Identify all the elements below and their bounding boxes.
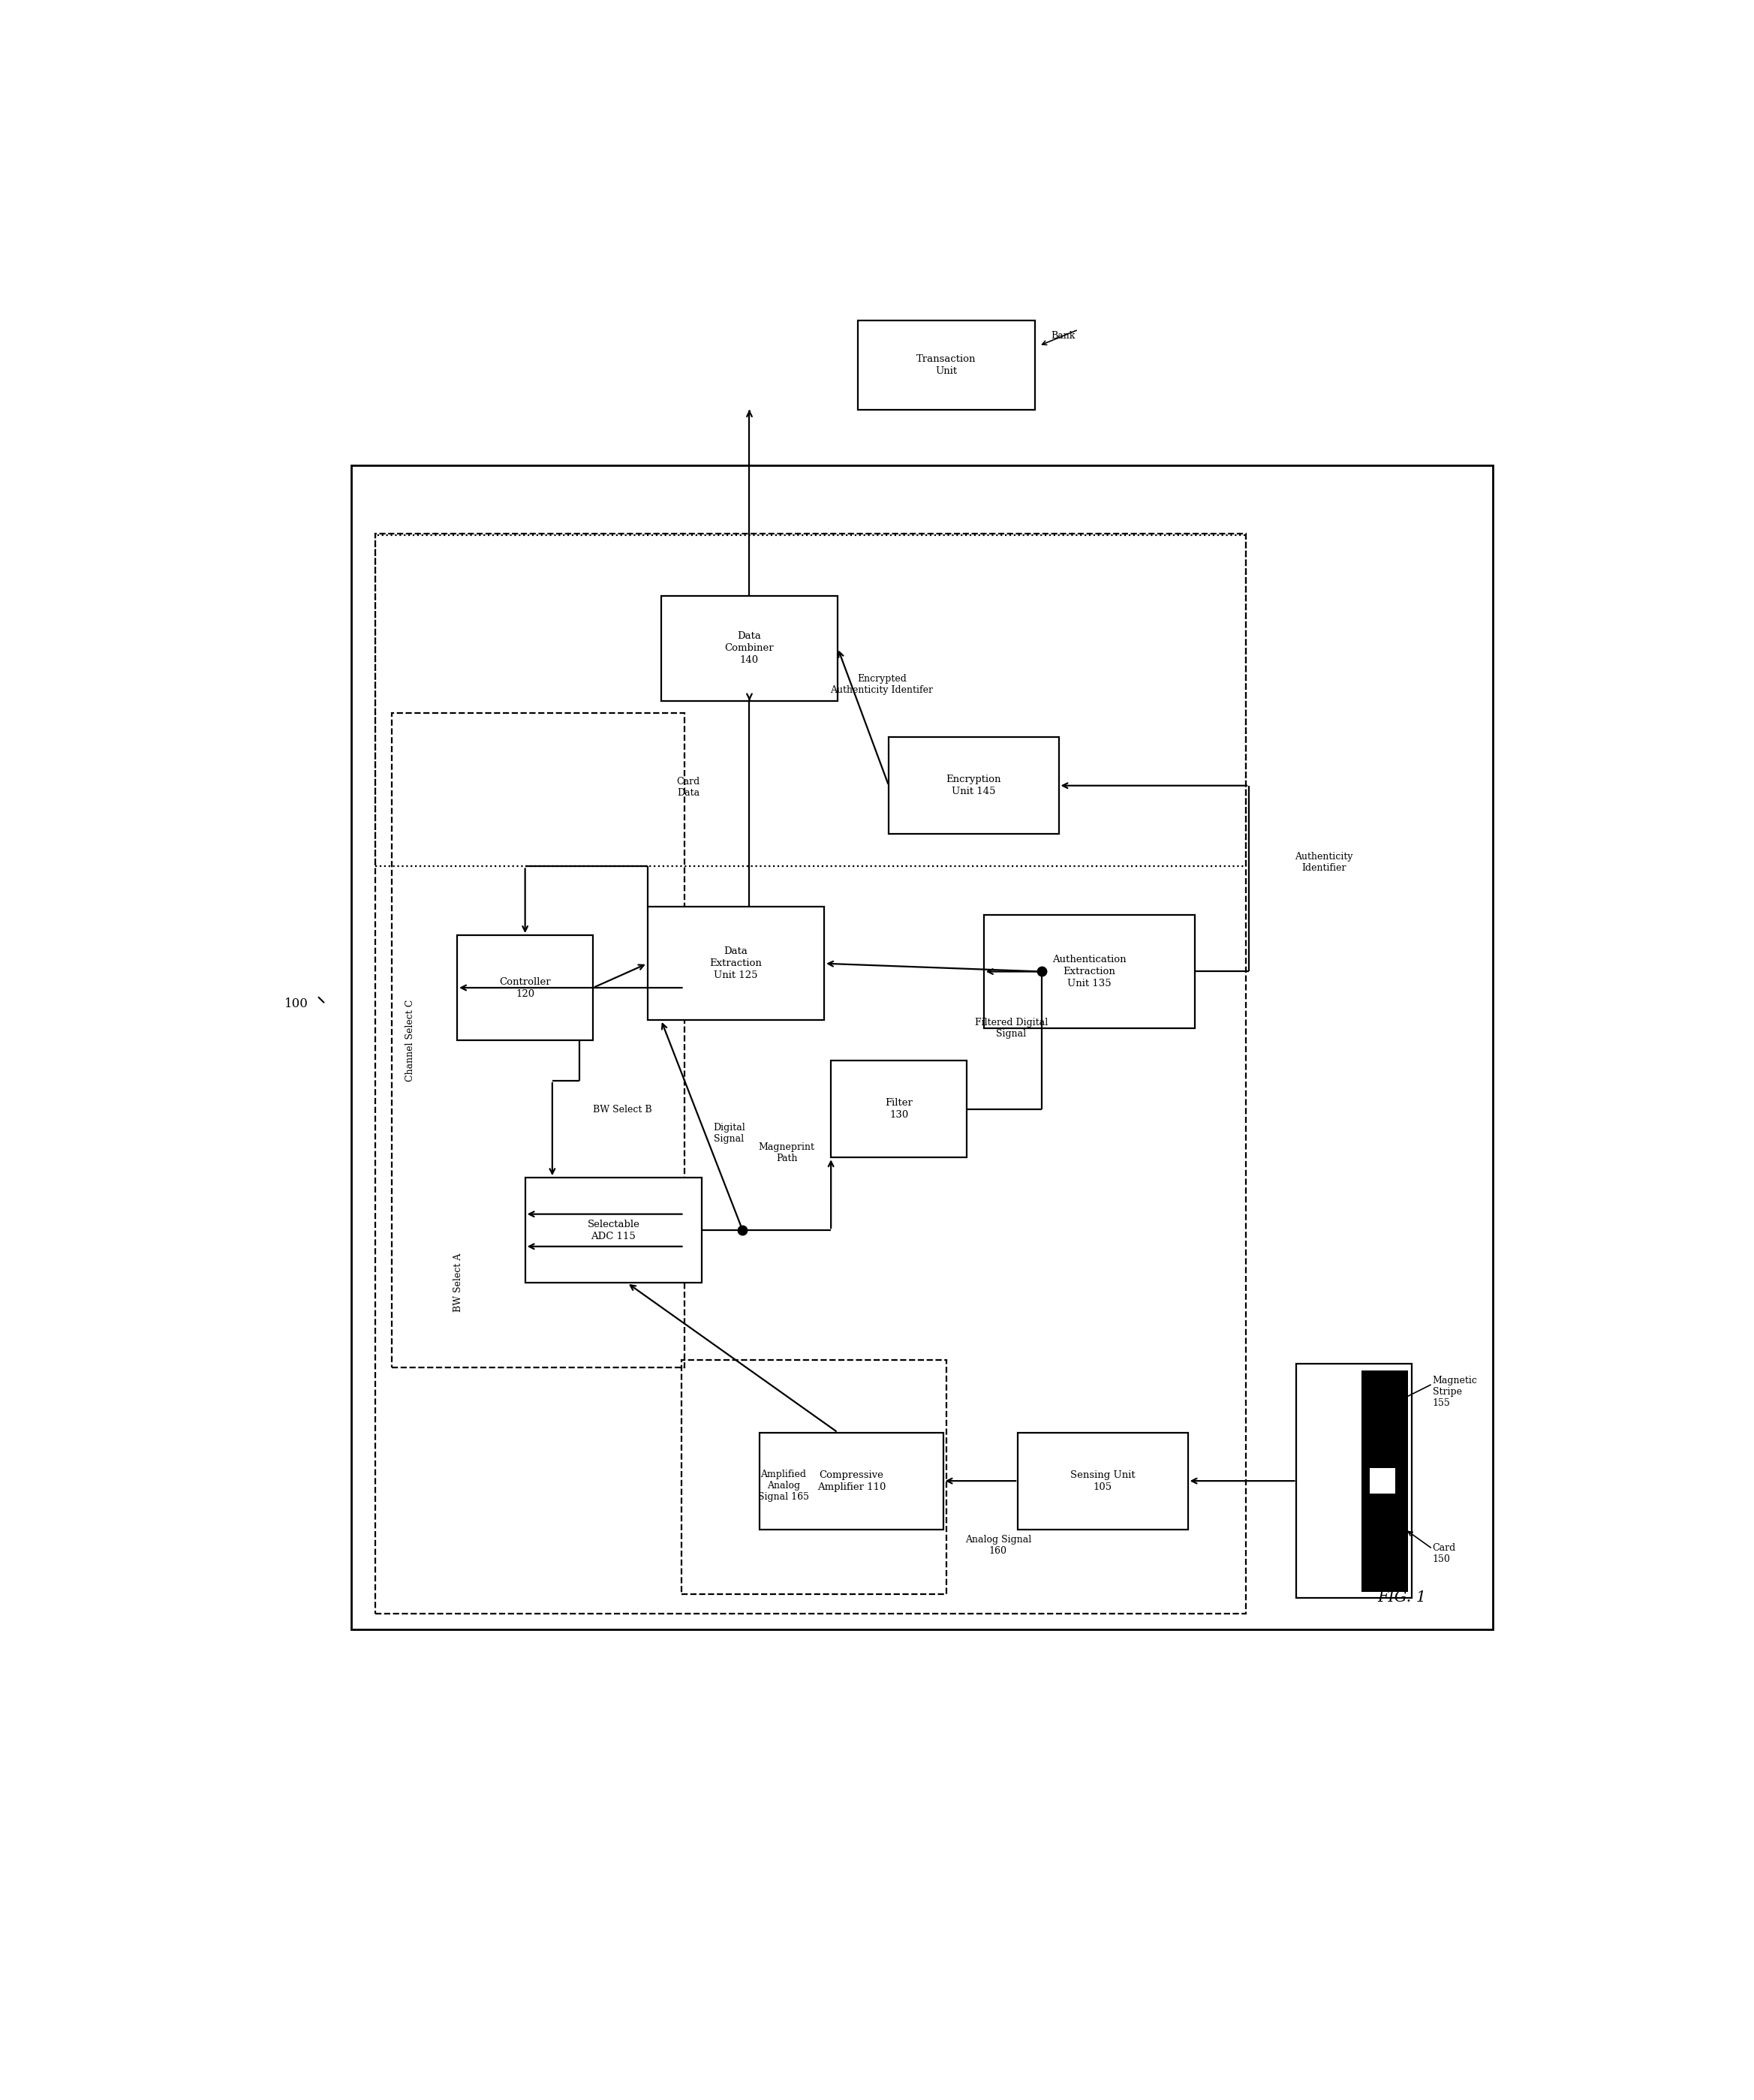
- Text: BW Select B: BW Select B: [593, 1105, 652, 1115]
- Text: Compressive
Amplifier 110: Compressive Amplifier 110: [817, 1470, 886, 1491]
- Text: Filter
130: Filter 130: [886, 1098, 912, 1119]
- Bar: [759, 1432, 944, 1529]
- Text: Channel Select C: Channel Select C: [405, 1000, 416, 1082]
- Bar: [831, 1060, 966, 1157]
- Text: Data
Extraction
Unit 125: Data Extraction Unit 125: [710, 947, 761, 981]
- Text: FIG. 1: FIG. 1: [1377, 1590, 1426, 1604]
- Text: Selectable
ADC 115: Selectable ADC 115: [588, 1220, 640, 1241]
- Bar: [681, 1359, 947, 1594]
- Text: Analog Signal
160: Analog Signal 160: [965, 1535, 1031, 1556]
- Bar: [984, 916, 1194, 1029]
- Text: Authenticity
Identifier: Authenticity Identifier: [1294, 853, 1352, 874]
- Text: Card
150: Card 150: [1433, 1543, 1456, 1564]
- Bar: [647, 907, 824, 1021]
- Bar: [351, 466, 1493, 1630]
- Text: Data
Combiner
140: Data Combiner 140: [724, 632, 774, 666]
- Text: 100: 100: [284, 998, 309, 1010]
- Text: Transaction
Unit: Transaction Unit: [917, 355, 977, 376]
- Bar: [889, 737, 1059, 834]
- Text: Filtered Digital
Signal: Filtered Digital Signal: [975, 1018, 1047, 1040]
- Text: Magnetic
Stripe
155: Magnetic Stripe 155: [1433, 1376, 1477, 1409]
- Text: Card
Data: Card Data: [677, 777, 700, 798]
- Text: Bank: Bank: [1051, 332, 1075, 340]
- Text: Sensing Unit
105: Sensing Unit 105: [1070, 1470, 1135, 1491]
- Text: Digital
Signal: Digital Signal: [712, 1124, 745, 1144]
- Bar: [1361, 1369, 1408, 1592]
- Bar: [391, 712, 684, 1367]
- Bar: [1017, 1432, 1187, 1529]
- Text: Magneprint
Path: Magneprint Path: [759, 1142, 816, 1163]
- Text: Encryption
Unit 145: Encryption Unit 145: [945, 775, 1002, 796]
- Bar: [458, 935, 593, 1040]
- Bar: [1296, 1363, 1412, 1598]
- Bar: [375, 536, 1245, 867]
- Text: BW Select A: BW Select A: [453, 1254, 463, 1312]
- Bar: [375, 533, 1245, 1613]
- Bar: [524, 1178, 702, 1283]
- Text: Amplified
Analog
Signal 165: Amplified Analog Signal 165: [758, 1470, 809, 1502]
- Bar: [858, 321, 1035, 410]
- Text: Authentication
Extraction
Unit 135: Authentication Extraction Unit 135: [1052, 956, 1126, 989]
- Text: Encrypted
Authenticity Identifer: Encrypted Authenticity Identifer: [831, 674, 933, 695]
- Bar: [1370, 1468, 1396, 1493]
- Bar: [661, 596, 838, 701]
- Text: Controller
120: Controller 120: [500, 977, 551, 1000]
